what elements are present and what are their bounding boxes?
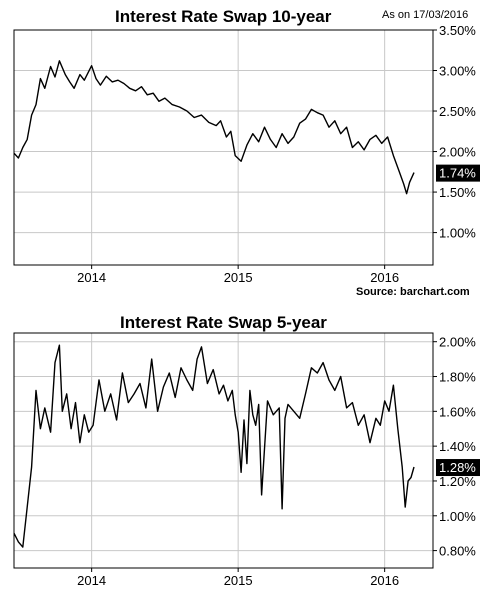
chart2-ytick-label: 1.20%: [439, 474, 476, 489]
chart2-title: Interest Rate Swap 5-year: [120, 313, 327, 332]
chart1-ytick-label: 1.00%: [439, 226, 476, 241]
chart2-ytick-label: 0.80%: [439, 544, 476, 559]
as-of-date: As on 17/03/2016: [382, 9, 469, 21]
chart1-series-line: [13, 60, 415, 195]
chart1-plot-frame: [13, 29, 434, 266]
chart1-ytick-label: 3.50%: [439, 23, 476, 38]
source-label: Source: barchart.com: [356, 286, 470, 298]
chart2-xtick-label: 2015: [224, 573, 253, 588]
chart1-ytick-label: 3.00%: [439, 64, 476, 79]
chart2-xtick-label: 2014: [77, 573, 106, 588]
chart2-ytick-label: 1.00%: [439, 509, 476, 524]
chart2-ytick-label: 1.80%: [439, 370, 476, 385]
chart2-ytick-label: 2.00%: [439, 335, 476, 350]
chart1-xtick-label: 2016: [370, 270, 399, 285]
chart2-ytick-label: 1.60%: [439, 404, 476, 419]
chart2-series-line: [13, 344, 415, 548]
chart1-ytick-label: 2.00%: [439, 145, 476, 160]
chart1-current-value-tag: [436, 164, 480, 182]
chart1-ytick-label: 2.50%: [439, 104, 476, 119]
chart1-title: Interest Rate Swap 10-year: [115, 7, 332, 26]
chart2-xtick-label: 2016: [370, 573, 399, 588]
chart2-ytick-label: 1.40%: [439, 439, 476, 454]
chart2-current-value-tag: [436, 459, 480, 477]
chart1-ytick-label: 1.50%: [439, 185, 476, 200]
chart2-plot-frame: [13, 332, 434, 569]
chart2-current-value-label: 1.28%: [439, 460, 476, 475]
chart1-xtick-label: 2014: [77, 270, 106, 285]
chart1-xtick-label: 2015: [224, 270, 253, 285]
chart1-current-value-label: 1.74%: [439, 166, 476, 181]
